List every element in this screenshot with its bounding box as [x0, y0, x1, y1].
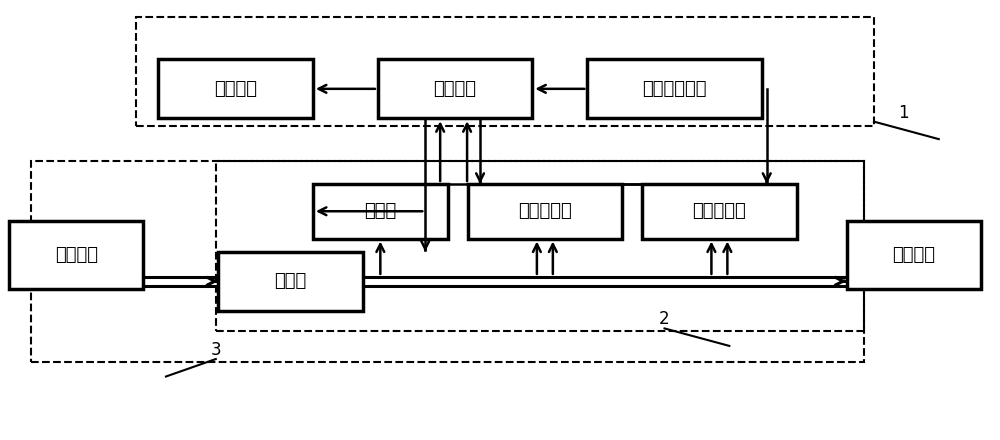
Text: 进气阀: 进气阀	[274, 272, 307, 290]
Bar	[642, 184, 797, 238]
Bar	[158, 59, 313, 118]
Bar	[468, 184, 622, 238]
Text: 1: 1	[899, 104, 909, 121]
Text: 键盘输入模块: 键盘输入模块	[642, 80, 707, 98]
Bar	[378, 59, 532, 118]
Bar	[9, 221, 143, 289]
Text: 显示模块: 显示模块	[214, 80, 257, 98]
Bar	[847, 221, 981, 289]
Text: 压力传感器: 压力传感器	[518, 202, 572, 220]
Text: 被测容器: 被测容器	[892, 246, 935, 264]
Text: 高压气源: 高压气源	[55, 246, 98, 264]
Bar	[218, 252, 363, 311]
Bar	[136, 17, 874, 126]
Text: 温度传感器: 温度传感器	[693, 202, 746, 220]
Bar	[216, 161, 864, 331]
Text: 3: 3	[210, 341, 221, 359]
Text: 测控模块: 测控模块	[434, 80, 477, 98]
Bar	[31, 161, 864, 362]
Text: 2: 2	[659, 311, 670, 328]
Bar	[313, 184, 448, 238]
Text: 放气阀: 放气阀	[364, 202, 396, 220]
Bar	[587, 59, 762, 118]
